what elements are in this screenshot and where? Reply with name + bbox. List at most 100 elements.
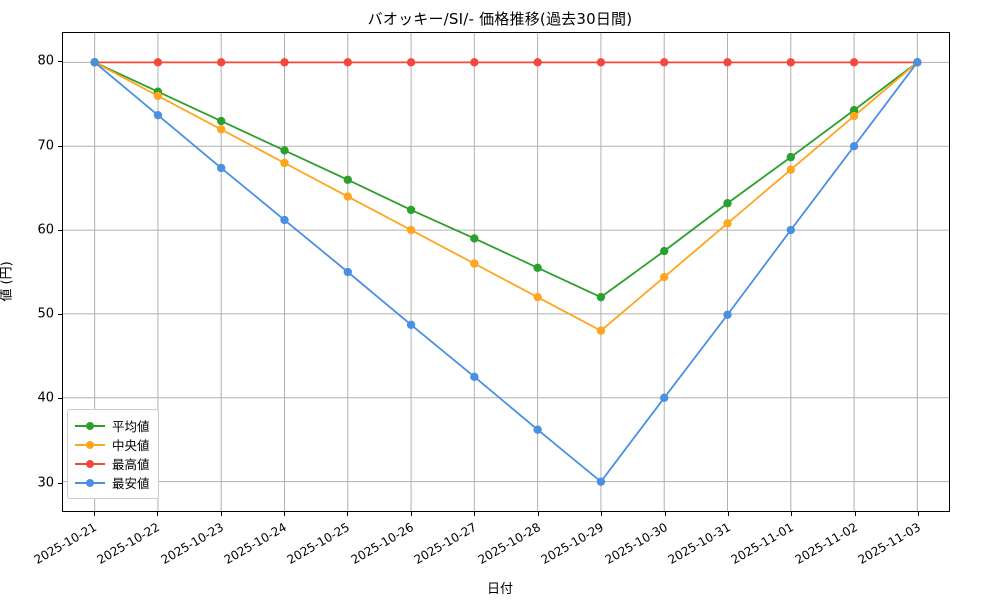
x-tick-label: 2025-11-02 — [792, 520, 860, 567]
x-tick-mark — [220, 512, 222, 516]
data-point — [153, 91, 163, 101]
legend-swatch-icon — [75, 477, 105, 489]
data-series-layer — [90, 58, 922, 486]
data-point — [90, 58, 99, 67]
x-tick-mark — [601, 512, 603, 516]
plot-area — [62, 32, 950, 512]
data-point — [533, 263, 542, 272]
y-tick-mark — [58, 314, 62, 316]
legend-item-0[interactable]: 平均値 — [75, 416, 150, 435]
y-tick-label: 30 — [37, 475, 54, 491]
data-point — [280, 158, 289, 168]
data-point — [723, 199, 732, 208]
series-line-0 — [93, 61, 919, 299]
data-point — [660, 246, 669, 256]
y-tick-label: 70 — [37, 138, 54, 154]
y-tick-label: 60 — [37, 222, 54, 238]
data-point — [343, 175, 352, 184]
chart-title: バオッキー/SI/- 価格推移(過去30日間) — [367, 10, 633, 28]
x-axis-label: 日付 — [486, 582, 513, 597]
y-axis-label: 値 (円) — [0, 261, 15, 302]
legend-swatch-icon — [75, 420, 105, 432]
legend-label: 最安値 — [112, 476, 150, 491]
x-tick-mark — [918, 512, 920, 516]
x-tick-mark — [854, 512, 856, 516]
data-point — [343, 58, 352, 67]
data-point — [217, 163, 226, 173]
x-tick-mark — [410, 512, 412, 516]
data-point — [406, 205, 416, 215]
data-point — [660, 58, 669, 67]
x-tick-label: 2025-10-25 — [285, 520, 353, 567]
data-point — [280, 146, 289, 155]
data-point — [406, 225, 416, 235]
x-tick-label: 2025-10-31 — [665, 520, 733, 567]
legend-swatch-icon — [75, 439, 105, 451]
legend-marker-dot-icon — [86, 440, 94, 449]
x-tick-label: 2025-10-29 — [538, 520, 607, 567]
data-point — [660, 272, 669, 282]
data-point — [470, 234, 479, 243]
data-point — [280, 215, 289, 225]
data-point — [596, 292, 606, 302]
legend-label: 平均値 — [112, 419, 150, 434]
x-tick-label: 2025-10-24 — [221, 520, 289, 567]
x-tick-mark — [157, 512, 159, 516]
data-point — [533, 292, 542, 302]
y-tick-mark — [58, 145, 62, 147]
legend-item-2[interactable]: 最高値 — [75, 454, 150, 473]
legend-marker-dot-icon — [86, 459, 94, 468]
x-tick-label: 2025-10-26 — [348, 520, 416, 567]
y-tick-label: 50 — [37, 306, 54, 322]
data-point — [217, 58, 226, 67]
data-point — [723, 310, 732, 319]
x-tick-label: 2025-10-28 — [475, 520, 543, 567]
y-tick-mark — [58, 398, 62, 400]
y-tick-label: 80 — [37, 53, 54, 69]
data-point — [343, 192, 352, 201]
y-tick-mark — [58, 61, 62, 63]
x-tick-label: 2025-11-03 — [855, 520, 924, 567]
data-point — [786, 165, 795, 174]
data-point — [343, 267, 352, 277]
legend-marker-dot-icon — [86, 421, 94, 430]
legend-item-3[interactable]: 最安値 — [75, 473, 150, 492]
x-tick-mark — [474, 512, 476, 516]
x-tick-label: 2025-10-30 — [602, 520, 670, 567]
data-point — [406, 320, 416, 330]
data-point — [153, 110, 163, 120]
x-tick-label: 2025-10-22 — [94, 520, 163, 567]
legend-swatch-icon — [75, 458, 105, 470]
x-tick-label: 2025-11-01 — [729, 520, 797, 567]
data-point — [533, 425, 542, 434]
x-tick-label: 2025-10-23 — [158, 520, 226, 567]
data-point — [470, 58, 479, 67]
x-tick-mark — [347, 512, 349, 516]
data-point — [786, 58, 795, 67]
data-point — [217, 125, 226, 134]
data-point — [596, 326, 606, 335]
data-point — [217, 116, 226, 126]
legend-item-1[interactable]: 中央値 — [75, 435, 150, 454]
x-tick-mark — [93, 512, 95, 516]
x-tick-label: 2025-10-27 — [411, 520, 480, 567]
data-point — [280, 58, 289, 67]
data-point — [406, 58, 416, 67]
legend-label: 最高値 — [112, 457, 150, 472]
data-point — [533, 58, 542, 67]
legend-marker-dot-icon — [86, 478, 94, 487]
data-point — [786, 152, 795, 162]
series-line-1 — [93, 61, 919, 332]
data-point — [849, 142, 859, 151]
data-point — [849, 111, 859, 121]
x-tick-mark — [537, 512, 539, 516]
x-tick-mark — [791, 512, 793, 516]
chart-legend: 平均値 中央値最高値最安値 — [67, 409, 159, 499]
data-point — [596, 58, 606, 67]
series-line-3 — [93, 61, 919, 483]
data-point — [470, 259, 479, 268]
y-tick-mark — [58, 229, 62, 231]
data-point — [723, 58, 732, 67]
data-point — [153, 58, 163, 67]
